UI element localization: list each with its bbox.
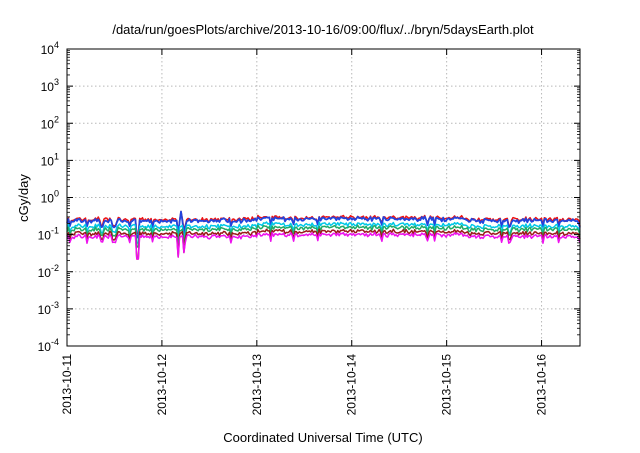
series-line-2 [66, 221, 581, 244]
x-tick-label: 2013-10-11 [60, 354, 74, 415]
y-tick-label: 10-2 [38, 263, 59, 280]
series-line-3 [66, 224, 581, 248]
x-tick-labels: 2013-10-11 2013-10-12 2013-10-13 2013-10-14… [60, 354, 549, 416]
grid [67, 49, 580, 346]
y-tick-label: 102 [41, 114, 59, 131]
chart-title: /data/run/goesPlots/archive/2013-10-16/0… [112, 22, 534, 37]
y-tick-label: 10-3 [38, 300, 59, 317]
y-tick-label: 10-4 [38, 337, 59, 354]
x-tick-label: 2013-10-16 [535, 354, 549, 416]
y-tick-label: 10-1 [38, 226, 59, 243]
series-line-5 [66, 231, 581, 260]
y-tick-labels: 10-4 10-3 10-2 10-1 100 101 102 103 104 [38, 40, 59, 354]
y-axis-label: cGy/day [16, 174, 31, 222]
x-tick-label: 2013-10-12 [155, 354, 169, 416]
x-tick-label: 2013-10-13 [250, 354, 264, 416]
series-group [66, 210, 581, 260]
tick-marks [66, 48, 580, 347]
x-tick-label: 2013-10-14 [345, 354, 359, 416]
y-tick-label: 101 [41, 151, 59, 168]
y-tick-label: 103 [41, 77, 59, 94]
x-axis-label: Coordinated Universal Time (UTC) [223, 430, 422, 445]
y-tick-label: 100 [41, 189, 59, 206]
x-tick-label: 2013-10-15 [440, 354, 454, 416]
y-tick-label: 104 [41, 40, 59, 57]
series-line-1 [66, 210, 581, 239]
